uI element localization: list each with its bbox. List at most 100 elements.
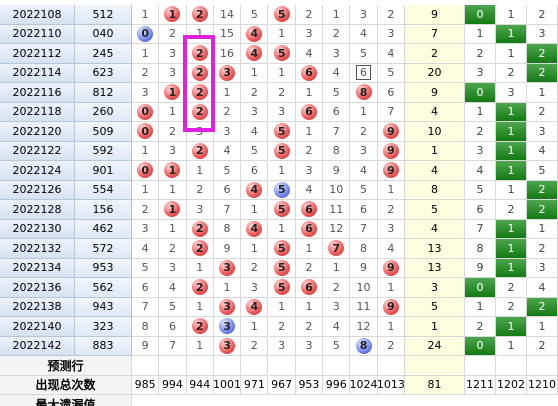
miss-count: 1 <box>305 300 313 314</box>
total-cell: 967 <box>268 375 296 395</box>
miss-count: 2 <box>278 85 286 99</box>
digit-cell: 3 <box>268 102 296 122</box>
digit-cell: 9 <box>377 141 405 161</box>
digit-cell: 5 <box>377 63 405 83</box>
ball: 6 <box>300 279 317 296</box>
digit-cell: 16 <box>213 44 242 64</box>
digit-cell: 5 <box>268 278 296 298</box>
digit-cell: 1 <box>295 297 324 317</box>
miss-count: 2 <box>305 144 313 158</box>
group-cell: 4 <box>527 141 558 161</box>
group-cell: 2 <box>527 200 558 220</box>
miss-count: 2 <box>387 7 395 21</box>
miss-count: 6 <box>223 183 231 197</box>
group-value: 2 <box>476 319 484 333</box>
group-value: 2 <box>538 241 546 255</box>
miss-count: 12 <box>329 222 344 236</box>
group-cell: 1 <box>465 24 496 44</box>
digit-cell: 3 <box>186 200 214 220</box>
group-cell: 1 <box>496 336 527 356</box>
digit-cell: 1 <box>186 161 214 181</box>
ball: 2 <box>191 84 208 101</box>
issue-cell: 2022110 <box>0 24 75 44</box>
number: 040 <box>92 27 114 41</box>
ball: 3 <box>219 337 236 354</box>
miss-count: 10 <box>329 183 344 197</box>
issue: 2022136 <box>12 280 62 294</box>
miss-count: 4 <box>332 66 340 80</box>
total-cell: 1202 <box>496 375 527 395</box>
digit-cell: 10 <box>350 278 378 298</box>
empty-cell <box>132 356 160 376</box>
group-value: 1 <box>507 261 515 275</box>
digit-cell: 1 <box>159 161 187 181</box>
digit-cell: 5 <box>268 141 296 161</box>
max-miss-label: 最大遗漏值 <box>0 395 132 406</box>
digit-cell: 4 <box>241 122 269 142</box>
issue-cell: 2022114 <box>0 63 75 83</box>
group-cell: 7 <box>465 219 496 239</box>
miss-count: 1 <box>250 202 258 216</box>
group-cell: 1 <box>496 239 527 259</box>
miss-count: 3 <box>332 300 340 314</box>
group-cell: 1 <box>496 5 527 25</box>
sum-cell: 8 <box>405 180 465 200</box>
group-cell: 2 <box>527 336 558 356</box>
digit-cell: 3 <box>213 317 242 337</box>
ball: 4 <box>246 45 263 62</box>
digit-cell: 1 <box>132 44 160 64</box>
group-value: 2 <box>507 202 515 216</box>
group-value: 0 <box>476 339 484 353</box>
miss-count: 2 <box>250 339 258 353</box>
digit-cell: 5 <box>132 258 160 278</box>
group-cell: 1 <box>496 161 527 181</box>
miss-count: 5 <box>360 183 368 197</box>
empty-cell <box>496 356 527 376</box>
digit-cell: 3 <box>159 258 187 278</box>
sum-cell: 13 <box>405 258 465 278</box>
issue: 2022142 <box>12 339 62 353</box>
ball: 9 <box>382 123 399 140</box>
group-value: 1 <box>507 27 515 41</box>
digit-cell: 7 <box>323 122 351 142</box>
ball: 5 <box>273 279 290 296</box>
total: 944 <box>189 378 211 392</box>
digit-cell: 6 <box>295 219 324 239</box>
digit-cell: 4 <box>350 161 378 181</box>
digit-cell: 3 <box>377 24 405 44</box>
group-value: 2 <box>538 183 546 197</box>
total-cell: 953 <box>295 375 324 395</box>
miss-count: 1 <box>196 163 204 177</box>
ball: 7 <box>328 240 345 257</box>
ball: 0 <box>137 123 154 140</box>
digit-cell: 2 <box>295 141 324 161</box>
number: 572 <box>92 241 114 255</box>
total: 1210 <box>528 378 556 392</box>
sum-cell: 2 <box>405 44 465 64</box>
digit-cell: 1 <box>268 63 296 83</box>
digit-cell: 1 <box>377 317 405 337</box>
number: 883 <box>92 339 114 353</box>
digit-cell: 2 <box>268 317 296 337</box>
total-cell: 971 <box>241 375 269 395</box>
digit-cell: 4 <box>159 278 187 298</box>
miss-count: 1 <box>278 163 286 177</box>
sum-cell: 4 <box>405 161 465 181</box>
number-cell: 562 <box>75 278 132 298</box>
group-cell: 1 <box>465 297 496 317</box>
miss-count: 3 <box>305 27 313 41</box>
group-cell: 3 <box>527 258 558 278</box>
digit-cell: 5 <box>350 180 378 200</box>
miss-count: 4 <box>223 144 231 158</box>
number: 953 <box>92 261 114 275</box>
group-cell: 2 <box>465 44 496 64</box>
digit-cell: 7 <box>323 239 351 259</box>
sum-cell: 5 <box>405 200 465 220</box>
sum: 24 <box>427 339 442 353</box>
digit-cell: 7 <box>159 336 187 356</box>
digit-cell: 5 <box>323 83 351 103</box>
total-cell: 1024 <box>350 375 378 395</box>
ball: 4 <box>246 181 263 198</box>
issue: 2022134 <box>12 261 62 275</box>
digit-cell: 1 <box>186 336 214 356</box>
